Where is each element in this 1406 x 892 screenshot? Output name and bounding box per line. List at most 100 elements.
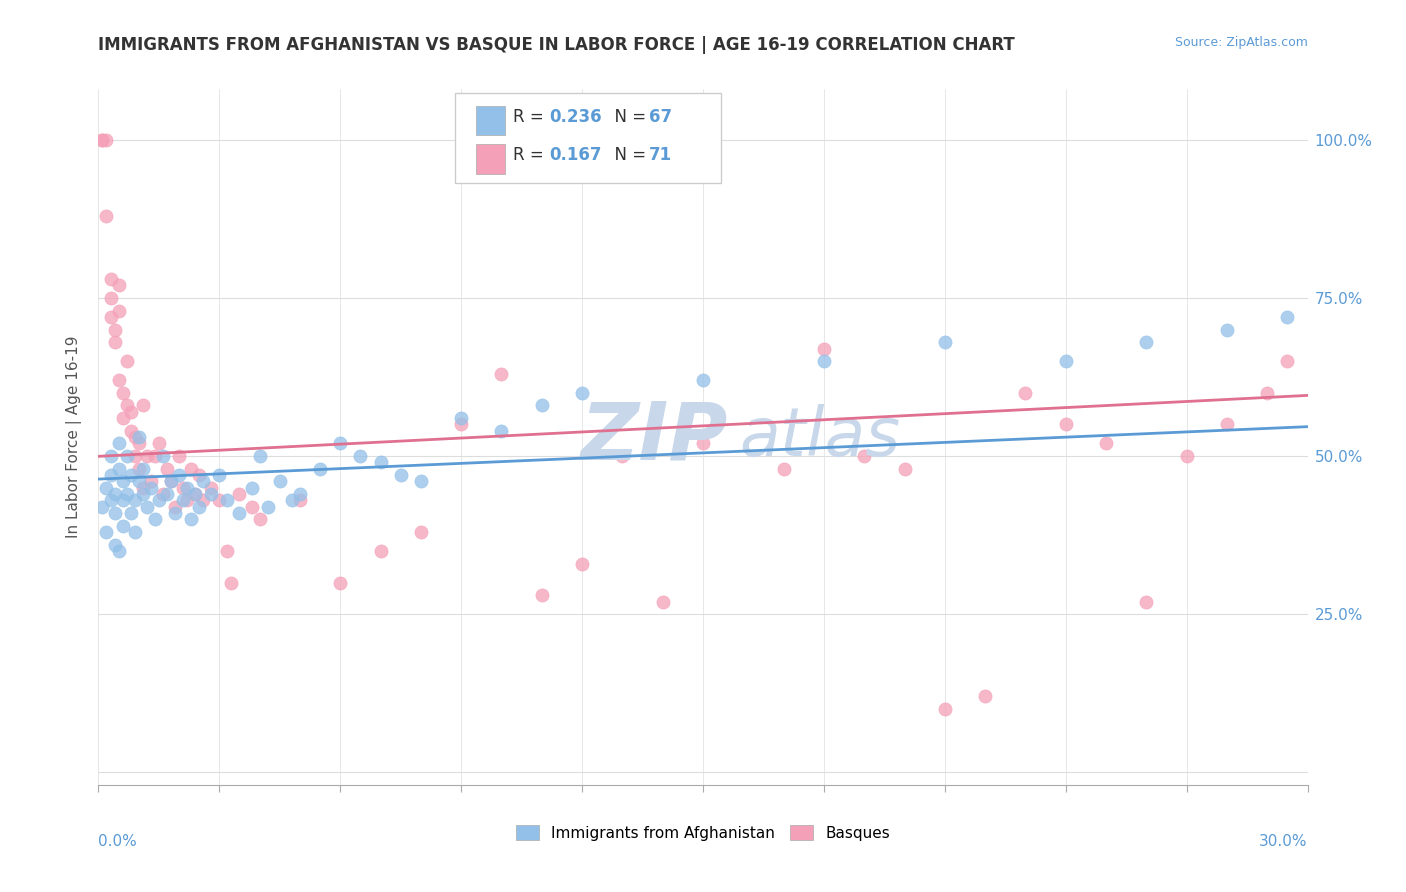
Text: N =: N = (603, 146, 651, 164)
Point (139, 481, 162, 495)
Point (120, 405, 142, 419)
Point (180, 512, 202, 526)
Point (103, 538, 125, 552)
Point (281, 493, 304, 508)
FancyBboxPatch shape (475, 106, 505, 136)
Point (128, 461, 150, 475)
Point (103, 322, 125, 336)
Point (176, 481, 198, 495)
Point (163, 500, 186, 514)
Y-axis label: In Labor Force | Age 16-19: In Labor Force | Age 16-19 (66, 335, 83, 539)
Point (288, 487, 311, 501)
Point (107, 436, 129, 450)
Point (120, 468, 142, 483)
Point (103, 487, 125, 501)
Point (240, 481, 263, 495)
Point (349, 449, 371, 463)
Point (208, 493, 231, 508)
Point (200, 481, 222, 495)
Point (139, 475, 162, 489)
Point (450, 411, 472, 425)
Point (221, 575, 243, 590)
Point (107, 544, 129, 558)
Point (107, 461, 129, 475)
Point (530, 399, 553, 413)
Legend: Immigrants from Afghanistan, Basques: Immigrants from Afghanistan, Basques (510, 819, 896, 847)
Point (115, 449, 138, 463)
Point (409, 475, 432, 489)
Point (571, 557, 593, 571)
Point (188, 500, 211, 514)
Text: Source: ZipAtlas.com: Source: ZipAtlas.com (1174, 36, 1308, 49)
Point (160, 475, 183, 489)
Text: 30.0%: 30.0% (1260, 834, 1308, 848)
Point (91, 500, 114, 514)
Point (530, 588, 553, 602)
Point (409, 524, 432, 539)
Point (128, 436, 150, 450)
Point (100, 310, 122, 324)
Point (103, 335, 125, 350)
Point (156, 487, 179, 501)
Point (309, 461, 332, 475)
Point (450, 417, 472, 432)
Point (692, 436, 714, 450)
Point (128, 475, 150, 489)
Text: 67: 67 (648, 108, 672, 126)
Point (208, 468, 231, 483)
Point (148, 436, 170, 450)
Point (184, 487, 207, 501)
Point (111, 493, 134, 508)
Point (1216, 322, 1239, 336)
Point (100, 493, 122, 508)
Point (120, 506, 142, 520)
Point (228, 506, 250, 520)
Point (813, 342, 835, 356)
FancyBboxPatch shape (475, 145, 505, 174)
Point (111, 411, 134, 425)
Point (249, 512, 271, 526)
Text: 0.167: 0.167 (550, 146, 602, 164)
Point (172, 481, 194, 495)
Point (1175, 449, 1198, 463)
Point (96, 524, 118, 539)
Point (184, 487, 207, 501)
Point (124, 524, 146, 539)
Point (217, 493, 239, 508)
Point (111, 475, 134, 489)
Point (893, 461, 915, 475)
Point (167, 449, 190, 463)
Point (163, 506, 186, 520)
Text: ZIP: ZIP (579, 398, 727, 476)
Text: N =: N = (603, 108, 651, 126)
Point (651, 594, 673, 608)
Point (228, 487, 250, 501)
Point (107, 373, 129, 387)
Point (934, 702, 956, 716)
Point (491, 367, 513, 381)
Point (115, 354, 138, 368)
Point (96, 133, 118, 147)
Point (772, 461, 794, 475)
Point (974, 690, 997, 704)
Text: 0.0%: 0.0% (98, 834, 138, 848)
Point (1277, 310, 1299, 324)
Point (111, 385, 134, 400)
Point (329, 575, 352, 590)
Point (135, 500, 157, 514)
Point (96, 209, 118, 223)
Point (1095, 436, 1118, 450)
Point (115, 399, 138, 413)
Point (111, 518, 134, 533)
Text: 0.236: 0.236 (550, 108, 602, 126)
Text: atlas: atlas (740, 404, 900, 470)
Point (132, 481, 155, 495)
Point (152, 487, 174, 501)
Text: 71: 71 (648, 146, 672, 164)
Point (249, 449, 271, 463)
Text: R =: R = (513, 108, 550, 126)
Point (1277, 354, 1299, 368)
Point (124, 493, 146, 508)
Point (389, 468, 412, 483)
Point (156, 461, 179, 475)
